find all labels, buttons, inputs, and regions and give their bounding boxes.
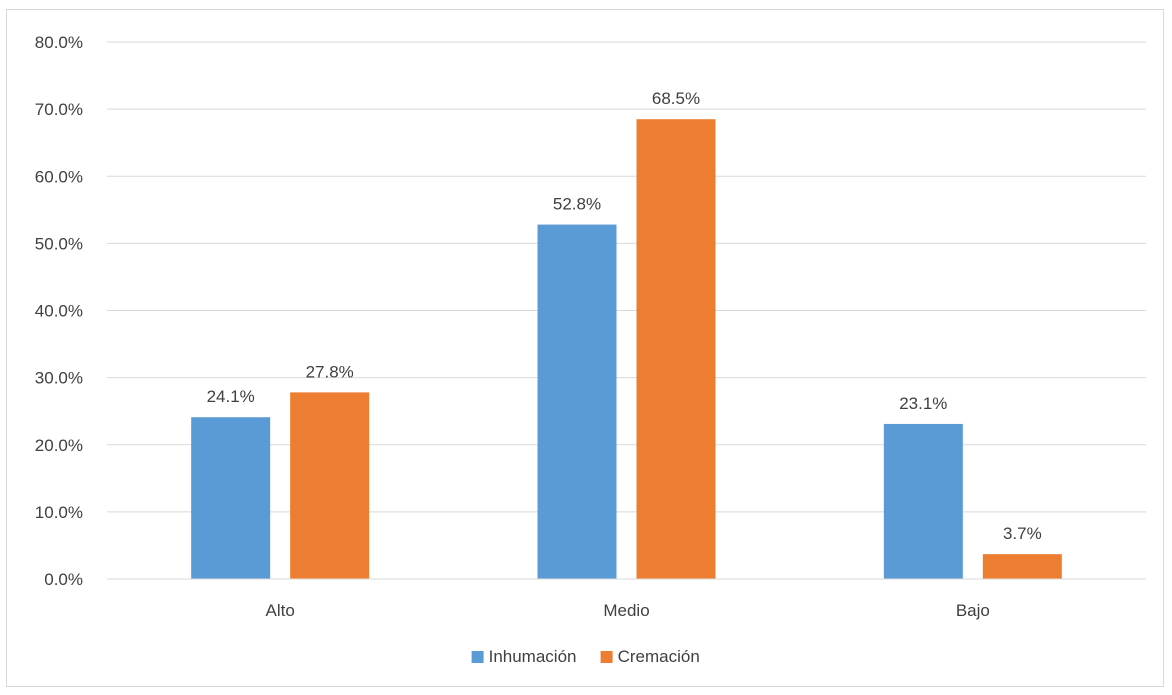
data-label: 23.1% xyxy=(899,394,947,413)
bar-cremación-medio xyxy=(636,119,716,579)
y-tick-label: 80.0% xyxy=(35,33,83,52)
y-tick-label: 0.0% xyxy=(44,570,83,589)
data-label: 52.8% xyxy=(553,195,601,214)
bar-cremación-bajo xyxy=(982,554,1062,579)
y-tick-label: 60.0% xyxy=(35,167,83,186)
legend-swatch-cremación xyxy=(600,651,613,663)
data-label: 24.1% xyxy=(207,387,255,406)
bar-inhumación-bajo xyxy=(883,423,963,579)
x-category-label: Medio xyxy=(603,601,649,620)
legend-label: Cremación xyxy=(618,647,700,666)
bar-cremación-alto xyxy=(290,392,370,579)
legend-label: Inhumación xyxy=(489,647,577,666)
x-category-label: Bajo xyxy=(956,601,990,620)
y-tick-label: 70.0% xyxy=(35,100,83,119)
y-tick-label: 50.0% xyxy=(35,234,83,253)
data-label: 3.7% xyxy=(1003,524,1042,543)
data-label: 68.5% xyxy=(652,89,700,108)
y-tick-label: 10.0% xyxy=(35,503,83,522)
y-tick-label: 30.0% xyxy=(35,369,83,388)
data-label: 27.8% xyxy=(306,362,354,381)
bar-inhumación-medio xyxy=(537,224,617,579)
y-tick-label: 40.0% xyxy=(35,302,83,321)
y-tick-label: 20.0% xyxy=(35,436,83,455)
bar-inhumación-alto xyxy=(191,417,271,579)
legend-swatch-inhumación xyxy=(471,651,484,663)
x-category-label: Alto xyxy=(266,601,295,620)
